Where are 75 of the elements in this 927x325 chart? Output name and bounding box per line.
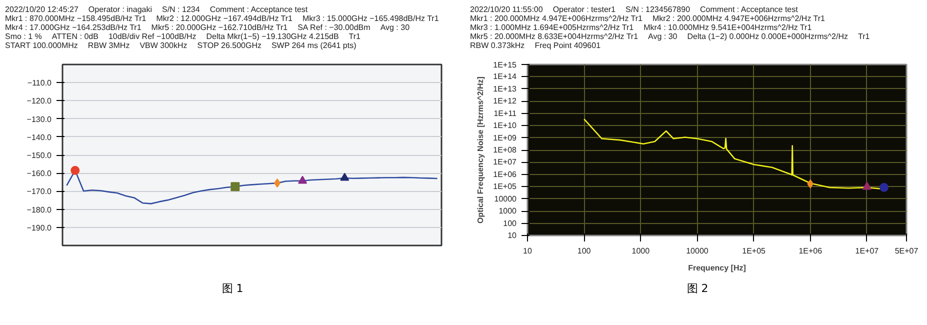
text: Mkr5 : 20.000MHz 8.633E+004Hzrms^2/Hz Tr1 (470, 32, 638, 41)
y-tick-label: 1E+06 (493, 170, 518, 179)
y-tick-label: 1E+15 (493, 60, 518, 70)
y-tick-label: −180.0 (26, 205, 52, 214)
y-tick-label: 1E+09 (493, 133, 518, 142)
y-axis-title: Optical Frequency Noise [Hzrms^2/Hz] (476, 76, 486, 224)
y-tick-label: 1E+14 (493, 72, 518, 82)
text: Comment : Acceptance test (700, 5, 798, 14)
text: 10dB/div Ref −100dB/Hz (108, 32, 196, 41)
text: VBW 300kHz (140, 41, 188, 50)
y-tick-label: −120.0 (26, 96, 52, 106)
y-tick-label: 1E+10 (493, 121, 518, 130)
y-tick-label: −160.0 (26, 169, 52, 178)
y-tick-label: 100 (503, 218, 518, 228)
x-tick-label: 1000 (632, 246, 650, 256)
text: Mkr2 : 12.000GHz −167.494dB/Hz Tr1 (156, 14, 292, 23)
text: Avg : 30 (380, 23, 410, 32)
y-tick-label: −190.0 (26, 223, 52, 232)
text: Mkr3 : 15.000GHz −165.498dB/Hz Tr1 (302, 14, 439, 23)
text: Tr1 (858, 32, 870, 41)
text: Mkr1 : 200.000MHz 4.947E+006Hzrms^2/Hz Tr1 (470, 14, 642, 23)
text: Smo : 1 % (5, 32, 42, 41)
text: STOP 26.500GHz (197, 41, 262, 50)
text: Mkr1 : 870.000MHz −158.495dB/Hz Tr1 (5, 14, 146, 23)
y-tick-label: 1E+08 (493, 146, 518, 154)
text: ATTEN : 0dB (52, 32, 98, 41)
x-tick-label: 100 (577, 246, 592, 256)
caption: 图 2 (686, 281, 710, 297)
text: S/N : 1234 (162, 5, 200, 14)
text: Tr1 (348, 32, 360, 41)
text: START 100.000MHz (5, 41, 78, 50)
text: Mkr3 : 1.000MHz 1.694E+005Hzrms^2/Hz Tr1 (470, 23, 634, 32)
text: Comment : Acceptance test (210, 5, 308, 14)
y-tick-label: 1E+13 (493, 84, 518, 94)
y-tick-label: 1000 (498, 206, 518, 216)
text: 2022/10/20 12:45:27 (5, 5, 78, 14)
x-tick-label: 10 (523, 246, 532, 256)
y-tick-label: −110.0 (27, 78, 52, 88)
text: 2022/10/20 11:55:00 (470, 5, 543, 14)
point (298, 176, 308, 184)
text: Delta (1−2) 0.000Hz 0.000E+000Hzrms^2/Hz (687, 32, 848, 41)
x-tick-label: 1E+06 (798, 246, 823, 256)
text: S/N : 1234567890 (626, 5, 690, 14)
y-tick-label: 1E+11 (494, 108, 518, 118)
text: Operator : inagaki (88, 5, 152, 14)
y-tick-label: 1E+12 (493, 96, 518, 106)
point (70, 166, 80, 175)
y-tick-label: −170.0 (26, 187, 52, 196)
text: Mkr4 : 10.000MHz 9.541E+004Hzrms^2/Hz Tr1 (644, 23, 812, 32)
y-tick-label: 1E+05 (493, 182, 518, 192)
text: Mkr2 : 200.000MHz 4.947E+006Hzrms^2/Hz Tr1 (652, 14, 825, 23)
text: Freq Point 409601 (534, 41, 601, 50)
text: SA Ref : −30.00dBm (298, 23, 370, 32)
text: RBW 3MHz (88, 41, 130, 50)
x-tick-label: 5E+07 (894, 246, 919, 256)
y-tick-label: 10000 (494, 194, 518, 204)
y-tick-label: −140.0 (26, 132, 52, 142)
text: Delta Mkr(1−5) −19.130GHz 4.215dB (206, 32, 339, 41)
x-tick-label: 10000 (686, 246, 709, 256)
y-tick-label: 10 (508, 231, 518, 240)
x-axis-title: Frequency [Hz] (688, 264, 746, 272)
point (230, 182, 240, 192)
x-tick-label: 1E+05 (742, 246, 766, 256)
text: RBW 0.373kHz (470, 41, 525, 50)
point (340, 172, 350, 181)
y-tick-label: −150.0 (26, 151, 52, 160)
x-tick-label: 1E+07 (855, 246, 880, 256)
text: Mkr4 : 17.000GHz −164.253dB/Hz Tr1 (5, 23, 142, 32)
y-tick-label: −130.0 (26, 114, 52, 124)
y-tick-label: 1E+07 (493, 158, 518, 167)
text: Operator : tester1 (552, 5, 616, 14)
text: Avg : 30 (648, 32, 678, 41)
text: Mkr5 : 20.000GHz −162.710dB/Hz Tr1 (151, 23, 288, 32)
text: SWP 264 ms (2641 pts) (271, 41, 356, 50)
caption: 图 1 (220, 281, 244, 297)
